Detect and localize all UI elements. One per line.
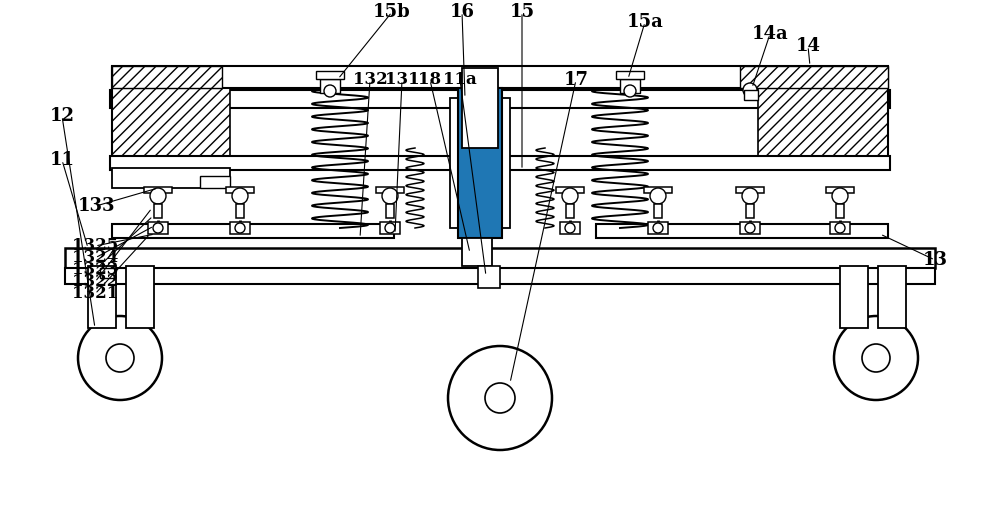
Bar (462, 68, 498, 148)
Bar (616, 71, 644, 79)
Circle shape (745, 223, 755, 233)
Bar (830, 222, 850, 234)
Circle shape (106, 344, 134, 372)
Bar (112, 168, 230, 188)
Bar (110, 90, 890, 108)
Bar (840, 266, 868, 328)
Bar (620, 79, 640, 93)
Bar (316, 71, 344, 79)
Circle shape (78, 316, 162, 400)
Bar (878, 266, 906, 328)
Bar (380, 222, 400, 234)
Text: 1322: 1322 (72, 274, 118, 290)
Circle shape (742, 188, 758, 204)
Bar (148, 222, 168, 234)
Bar (376, 187, 404, 193)
Bar (154, 204, 162, 218)
Text: 15a: 15a (627, 13, 663, 31)
Bar (236, 204, 244, 218)
Circle shape (834, 316, 918, 400)
Bar (144, 187, 172, 193)
Circle shape (324, 85, 336, 97)
Circle shape (153, 223, 163, 233)
Circle shape (235, 223, 245, 233)
Bar (112, 66, 888, 88)
Bar (648, 222, 668, 234)
Bar (110, 156, 890, 170)
Circle shape (565, 223, 575, 233)
Circle shape (562, 188, 578, 204)
Circle shape (385, 223, 395, 233)
Bar (758, 86, 888, 168)
Bar (88, 266, 116, 328)
Bar (126, 266, 154, 328)
Bar (230, 222, 250, 234)
Bar (654, 204, 662, 218)
Bar (478, 266, 500, 288)
Text: 18: 18 (418, 71, 442, 89)
Text: 17: 17 (564, 71, 588, 89)
Bar (112, 224, 394, 238)
Bar (458, 88, 502, 238)
Bar (836, 204, 844, 218)
Bar (65, 248, 935, 268)
Bar (450, 98, 468, 228)
Text: 14: 14 (796, 37, 820, 55)
Bar (462, 238, 492, 266)
Bar (556, 187, 584, 193)
Circle shape (743, 83, 757, 97)
Bar (826, 187, 854, 193)
Text: 15: 15 (509, 3, 535, 21)
Bar (112, 66, 222, 88)
Text: 12: 12 (50, 107, 74, 125)
Text: 1321: 1321 (72, 286, 118, 303)
Circle shape (232, 188, 248, 204)
Text: 131: 131 (385, 71, 419, 89)
Text: 14a: 14a (752, 25, 788, 43)
Bar (736, 187, 764, 193)
Bar (386, 204, 394, 218)
Circle shape (835, 223, 845, 233)
Text: 1323: 1323 (72, 261, 118, 278)
Bar (226, 187, 254, 193)
Circle shape (624, 85, 636, 97)
Circle shape (650, 188, 666, 204)
Text: 1324: 1324 (72, 250, 118, 267)
Circle shape (862, 344, 890, 372)
Text: 132: 132 (353, 71, 387, 89)
Text: 1325: 1325 (72, 238, 118, 254)
Circle shape (653, 223, 663, 233)
Bar (596, 224, 888, 238)
Text: 15b: 15b (373, 3, 411, 21)
Circle shape (150, 188, 166, 204)
Text: 16: 16 (450, 3, 475, 21)
Circle shape (448, 346, 552, 450)
Text: 133: 133 (77, 197, 115, 215)
Bar (320, 79, 340, 93)
Text: 11a: 11a (443, 71, 477, 89)
Bar (644, 187, 672, 193)
Bar (566, 204, 574, 218)
Circle shape (485, 383, 515, 413)
Bar (746, 204, 754, 218)
Circle shape (382, 188, 398, 204)
Circle shape (832, 188, 848, 204)
Text: 13: 13 (922, 251, 948, 269)
Bar (100, 268, 115, 278)
Bar (112, 86, 230, 168)
Bar (740, 66, 888, 88)
Bar (200, 176, 230, 188)
Bar (744, 90, 758, 100)
Bar (65, 268, 935, 284)
Bar (492, 98, 510, 228)
Bar (458, 88, 502, 238)
Text: 11: 11 (50, 151, 74, 169)
Bar (740, 222, 760, 234)
Bar (560, 222, 580, 234)
